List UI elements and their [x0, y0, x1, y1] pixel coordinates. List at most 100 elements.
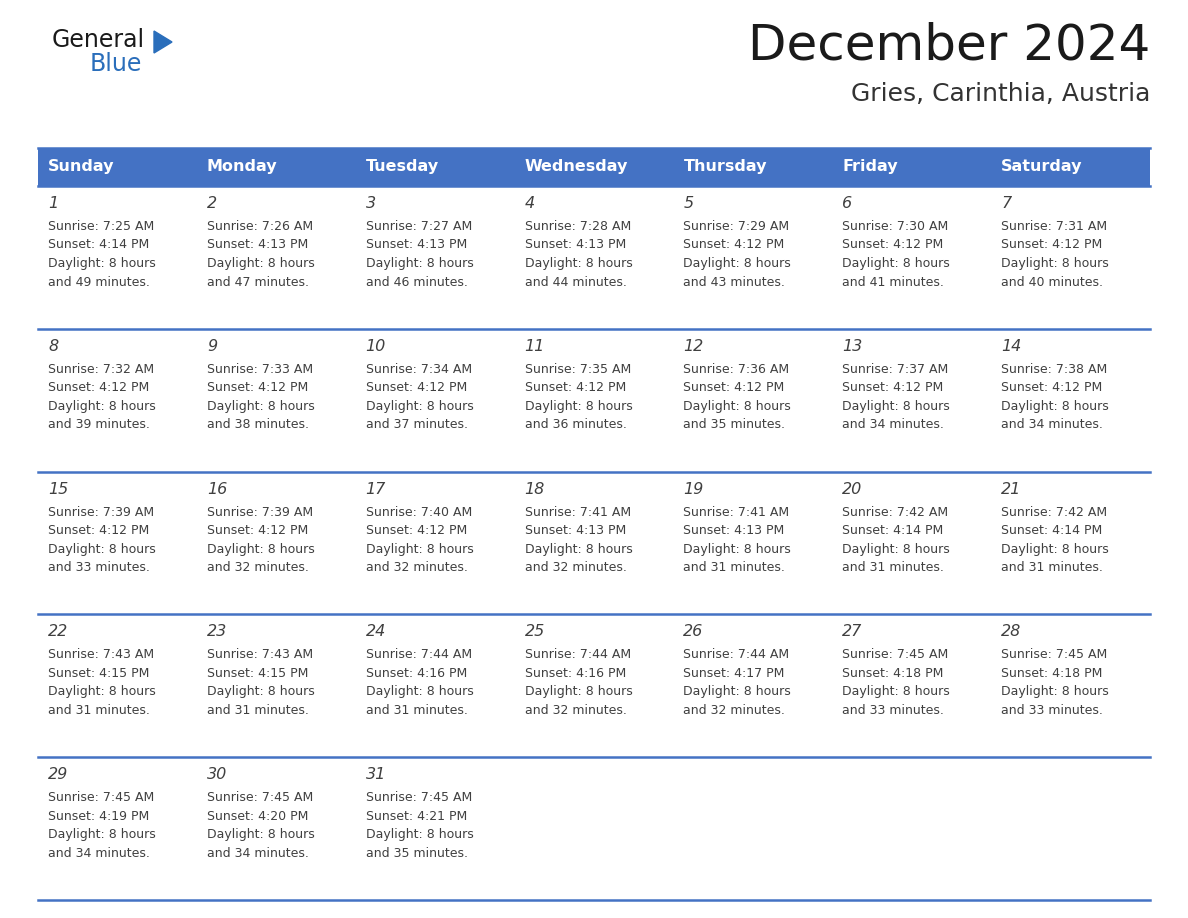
- Text: Daylight: 8 hours: Daylight: 8 hours: [842, 543, 950, 555]
- Text: Daylight: 8 hours: Daylight: 8 hours: [366, 400, 474, 413]
- Text: Sunrise: 7:30 AM: Sunrise: 7:30 AM: [842, 220, 948, 233]
- Text: 1: 1: [48, 196, 58, 211]
- Text: 29: 29: [48, 767, 68, 782]
- Text: Daylight: 8 hours: Daylight: 8 hours: [1001, 400, 1108, 413]
- Text: Sunrise: 7:42 AM: Sunrise: 7:42 AM: [1001, 506, 1107, 519]
- Text: and 34 minutes.: and 34 minutes.: [842, 419, 944, 431]
- Text: 9: 9: [207, 339, 217, 353]
- Text: Sunrise: 7:41 AM: Sunrise: 7:41 AM: [525, 506, 631, 519]
- Text: and 32 minutes.: and 32 minutes.: [683, 704, 785, 717]
- Text: and 36 minutes.: and 36 minutes.: [525, 419, 626, 431]
- Text: 20: 20: [842, 482, 862, 497]
- Text: Daylight: 8 hours: Daylight: 8 hours: [48, 828, 156, 841]
- Text: Sunrise: 7:38 AM: Sunrise: 7:38 AM: [1001, 363, 1107, 375]
- Text: Daylight: 8 hours: Daylight: 8 hours: [842, 686, 950, 699]
- Text: Sunrise: 7:39 AM: Sunrise: 7:39 AM: [48, 506, 154, 519]
- Text: and 39 minutes.: and 39 minutes.: [48, 419, 150, 431]
- Text: Daylight: 8 hours: Daylight: 8 hours: [48, 543, 156, 555]
- Text: Sunrise: 7:45 AM: Sunrise: 7:45 AM: [48, 791, 154, 804]
- Text: Sunrise: 7:26 AM: Sunrise: 7:26 AM: [207, 220, 312, 233]
- Text: 15: 15: [48, 482, 68, 497]
- Text: Sunset: 4:18 PM: Sunset: 4:18 PM: [1001, 666, 1102, 680]
- Text: Daylight: 8 hours: Daylight: 8 hours: [207, 828, 315, 841]
- Text: Sunset: 4:12 PM: Sunset: 4:12 PM: [366, 524, 467, 537]
- Text: Sunset: 4:12 PM: Sunset: 4:12 PM: [48, 381, 150, 395]
- Text: and 49 minutes.: and 49 minutes.: [48, 275, 150, 288]
- Text: and 37 minutes.: and 37 minutes.: [366, 419, 468, 431]
- Text: and 35 minutes.: and 35 minutes.: [366, 846, 468, 859]
- Text: Sunrise: 7:25 AM: Sunrise: 7:25 AM: [48, 220, 154, 233]
- Text: and 31 minutes.: and 31 minutes.: [1001, 561, 1102, 574]
- Text: 23: 23: [207, 624, 227, 640]
- Text: and 31 minutes.: and 31 minutes.: [842, 561, 944, 574]
- Text: Sunset: 4:12 PM: Sunset: 4:12 PM: [207, 524, 308, 537]
- Text: Sunrise: 7:44 AM: Sunrise: 7:44 AM: [366, 648, 472, 661]
- Text: Monday: Monday: [207, 160, 278, 174]
- Text: Daylight: 8 hours: Daylight: 8 hours: [207, 400, 315, 413]
- Text: Sunset: 4:12 PM: Sunset: 4:12 PM: [207, 381, 308, 395]
- Text: Daylight: 8 hours: Daylight: 8 hours: [525, 400, 632, 413]
- Text: 8: 8: [48, 339, 58, 353]
- Text: 2: 2: [207, 196, 217, 211]
- Polygon shape: [154, 31, 172, 53]
- Text: Sunrise: 7:44 AM: Sunrise: 7:44 AM: [683, 648, 790, 661]
- Text: Daylight: 8 hours: Daylight: 8 hours: [366, 257, 474, 270]
- Text: and 34 minutes.: and 34 minutes.: [48, 846, 150, 859]
- Text: Sunday: Sunday: [48, 160, 114, 174]
- Text: and 32 minutes.: and 32 minutes.: [525, 704, 626, 717]
- Text: Sunset: 4:19 PM: Sunset: 4:19 PM: [48, 810, 150, 823]
- Text: and 44 minutes.: and 44 minutes.: [525, 275, 626, 288]
- Text: Wednesday: Wednesday: [525, 160, 628, 174]
- Text: Daylight: 8 hours: Daylight: 8 hours: [48, 686, 156, 699]
- Text: Sunrise: 7:45 AM: Sunrise: 7:45 AM: [1001, 648, 1107, 661]
- Text: Sunset: 4:12 PM: Sunset: 4:12 PM: [683, 239, 785, 252]
- Text: and 38 minutes.: and 38 minutes.: [207, 419, 309, 431]
- Text: 25: 25: [525, 624, 545, 640]
- Text: Sunset: 4:12 PM: Sunset: 4:12 PM: [842, 239, 943, 252]
- Text: and 34 minutes.: and 34 minutes.: [207, 846, 309, 859]
- Text: 26: 26: [683, 624, 703, 640]
- Text: and 40 minutes.: and 40 minutes.: [1001, 275, 1104, 288]
- Text: Sunset: 4:12 PM: Sunset: 4:12 PM: [1001, 381, 1102, 395]
- Text: and 32 minutes.: and 32 minutes.: [366, 561, 468, 574]
- Text: 24: 24: [366, 624, 386, 640]
- Text: and 47 minutes.: and 47 minutes.: [207, 275, 309, 288]
- Text: Sunset: 4:12 PM: Sunset: 4:12 PM: [683, 381, 785, 395]
- Text: Daylight: 8 hours: Daylight: 8 hours: [683, 686, 791, 699]
- Text: Sunset: 4:12 PM: Sunset: 4:12 PM: [48, 524, 150, 537]
- Text: 10: 10: [366, 339, 386, 353]
- Text: 21: 21: [1001, 482, 1022, 497]
- Text: Sunrise: 7:37 AM: Sunrise: 7:37 AM: [842, 363, 948, 375]
- Text: 7: 7: [1001, 196, 1011, 211]
- Text: Daylight: 8 hours: Daylight: 8 hours: [1001, 543, 1108, 555]
- Bar: [38, 186, 1150, 329]
- Text: and 33 minutes.: and 33 minutes.: [842, 704, 944, 717]
- Text: 13: 13: [842, 339, 862, 353]
- Bar: [38, 329, 1150, 472]
- Text: Sunrise: 7:33 AM: Sunrise: 7:33 AM: [207, 363, 312, 375]
- Text: Sunrise: 7:45 AM: Sunrise: 7:45 AM: [366, 791, 472, 804]
- Text: Daylight: 8 hours: Daylight: 8 hours: [525, 257, 632, 270]
- Text: and 32 minutes.: and 32 minutes.: [525, 561, 626, 574]
- Text: Daylight: 8 hours: Daylight: 8 hours: [366, 828, 474, 841]
- Text: Sunrise: 7:44 AM: Sunrise: 7:44 AM: [525, 648, 631, 661]
- Text: Sunset: 4:12 PM: Sunset: 4:12 PM: [525, 381, 626, 395]
- Text: Sunset: 4:16 PM: Sunset: 4:16 PM: [525, 666, 626, 680]
- Text: and 32 minutes.: and 32 minutes.: [207, 561, 309, 574]
- Text: Sunset: 4:21 PM: Sunset: 4:21 PM: [366, 810, 467, 823]
- Text: Sunset: 4:13 PM: Sunset: 4:13 PM: [525, 524, 626, 537]
- Text: Sunset: 4:17 PM: Sunset: 4:17 PM: [683, 666, 785, 680]
- Text: Saturday: Saturday: [1001, 160, 1082, 174]
- Text: 30: 30: [207, 767, 227, 782]
- Text: and 34 minutes.: and 34 minutes.: [1001, 419, 1102, 431]
- Text: Sunset: 4:13 PM: Sunset: 4:13 PM: [207, 239, 308, 252]
- Text: Sunrise: 7:27 AM: Sunrise: 7:27 AM: [366, 220, 472, 233]
- Text: 5: 5: [683, 196, 694, 211]
- Text: Sunrise: 7:43 AM: Sunrise: 7:43 AM: [207, 648, 312, 661]
- Text: Daylight: 8 hours: Daylight: 8 hours: [525, 543, 632, 555]
- Text: 17: 17: [366, 482, 386, 497]
- Text: and 31 minutes.: and 31 minutes.: [207, 704, 309, 717]
- Text: Sunrise: 7:32 AM: Sunrise: 7:32 AM: [48, 363, 154, 375]
- Text: and 35 minutes.: and 35 minutes.: [683, 419, 785, 431]
- Bar: [38, 614, 1150, 757]
